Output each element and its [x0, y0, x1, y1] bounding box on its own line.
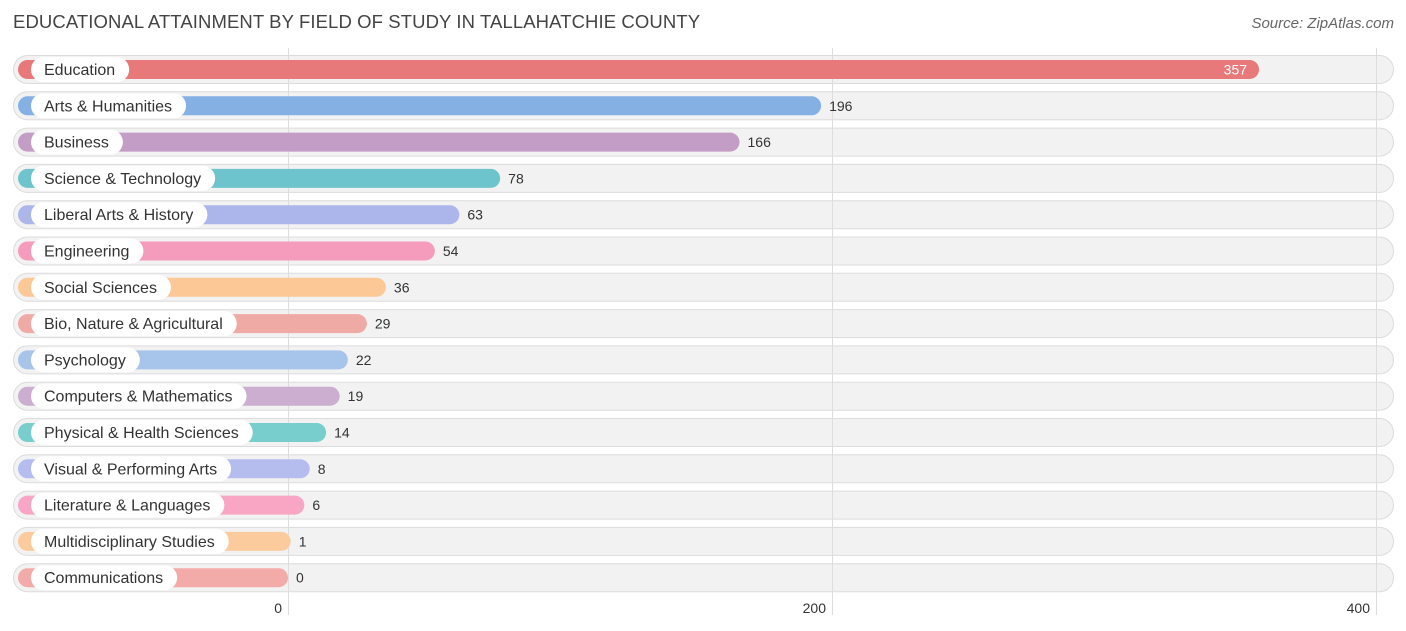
value-label-social-sciences: 36	[394, 279, 410, 295]
bar-group-physical-and-health-sciences: Physical & Health Sciences 14	[18, 420, 350, 445]
bar-group-science-and-technology: Science & Technology 78	[18, 165, 524, 191]
category-pill	[31, 528, 229, 554]
bar-group-computers-and-mathematics: Computers & Mathematics 19	[18, 383, 364, 409]
value-label-literature-and-languages: 6	[312, 497, 320, 513]
category-pill	[31, 420, 253, 445]
bar-business	[18, 132, 740, 152]
chart-title: EDUCATIONAL ATTAINMENT BY FIELD OF STUDY…	[13, 11, 701, 32]
value-label-psychology: 22	[356, 352, 372, 368]
category-pill	[31, 129, 123, 155]
category-pill	[31, 202, 208, 228]
category-label-science-and-technology: Science & Technology	[44, 171, 201, 188]
category-pill	[31, 165, 216, 191]
source-credit: Source: ZipAtlas.com	[1251, 15, 1394, 32]
category-pill	[31, 238, 144, 264]
row-background	[13, 490, 1394, 520]
category-label-psychology: Psychology	[44, 352, 126, 369]
category-label-literature-and-languages: Literature & Languages	[44, 498, 210, 515]
bar-group-visual-and-performing-arts: Visual & Performing Arts 8	[18, 456, 326, 482]
category-label-social-sciences: Social Sciences	[44, 280, 157, 297]
category-pill	[31, 311, 237, 337]
bar-arts-and-humanities	[18, 96, 822, 116]
row-background	[13, 454, 1394, 484]
category-pill	[31, 492, 225, 518]
value-label-visual-and-performing-arts: 8	[318, 461, 326, 477]
bar-group-communications: Communications 0	[18, 565, 304, 591]
bar-group-business: Business 166	[18, 129, 772, 155]
category-pill	[31, 93, 187, 119]
category-label-bio-nature-and-agricultural: Bio, Nature & Agricultural	[44, 316, 223, 333]
row-background	[13, 381, 1394, 411]
bar-group-arts-and-humanities: Arts & Humanities 196	[18, 93, 853, 119]
category-label-visual-and-performing-arts: Visual & Performing Arts	[44, 461, 217, 478]
value-label-multidisciplinary-studies: 1	[299, 533, 307, 549]
value-label-engineering: 54	[443, 243, 459, 259]
category-label-engineering: Engineering	[44, 244, 129, 261]
x-tick-label-0: 0	[274, 600, 282, 616]
bar-group-education: Education 357	[18, 57, 1260, 82]
row-background	[13, 345, 1394, 375]
row-background	[13, 563, 1394, 593]
bar-group-literature-and-languages: Literature & Languages 6	[18, 492, 320, 518]
bar-group-social-sciences: Social Sciences 36	[18, 274, 410, 300]
category-label-computers-and-mathematics: Computers & Mathematics	[44, 389, 233, 406]
value-label-computers-and-mathematics: 19	[348, 388, 364, 404]
category-label-communications: Communications	[44, 570, 163, 587]
category-label-multidisciplinary-studies: Multidisciplinary Studies	[44, 534, 215, 551]
bar-group-liberal-arts-and-history: Liberal Arts & History 63	[18, 202, 483, 228]
value-label-bio-nature-and-agricultural: 29	[375, 316, 391, 332]
category-label-business: Business	[44, 135, 109, 152]
value-label-science-and-technology: 78	[508, 170, 524, 186]
x-tick-label-400: 400	[1347, 600, 1371, 616]
bar-group-engineering: Engineering 54	[18, 238, 459, 264]
value-label-communications: 0	[296, 570, 304, 586]
bar-education	[18, 60, 1260, 79]
category-pill	[31, 565, 178, 591]
row-background	[13, 418, 1394, 447]
value-label-arts-and-humanities: 196	[829, 98, 853, 114]
value-label-liberal-arts-and-history: 63	[467, 207, 483, 223]
row-background	[13, 526, 1394, 556]
bar-group-psychology: Psychology 22	[18, 347, 372, 373]
value-label-education: 357	[1224, 62, 1248, 78]
category-label-arts-and-humanities: Arts & Humanities	[44, 98, 172, 115]
category-pill	[31, 383, 247, 409]
category-pill	[31, 347, 140, 373]
x-tick-label-200: 200	[803, 600, 827, 616]
category-pill	[31, 274, 171, 300]
bar-group-multidisciplinary-studies: Multidisciplinary Studies 1	[18, 528, 307, 554]
category-label-education: Education	[44, 62, 115, 79]
category-pill	[31, 456, 232, 482]
value-label-business: 166	[748, 134, 772, 150]
category-pill	[31, 57, 130, 82]
category-label-liberal-arts-and-history: Liberal Arts & History	[44, 207, 193, 224]
category-label-physical-and-health-sciences: Physical & Health Sciences	[44, 425, 239, 442]
value-label-physical-and-health-sciences: 14	[334, 425, 350, 441]
bar-group-bio-nature-and-agricultural: Bio, Nature & Agricultural 29	[18, 311, 391, 337]
